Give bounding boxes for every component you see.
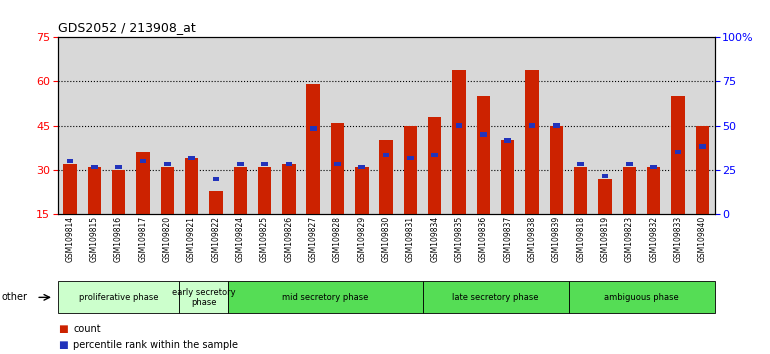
Bar	[188, 156, 195, 160]
Bar	[647, 167, 661, 214]
Bar	[529, 124, 535, 128]
Bar	[601, 173, 608, 178]
Bar	[383, 153, 390, 158]
Bar	[359, 165, 365, 169]
Bar	[88, 167, 101, 214]
Bar	[286, 162, 292, 166]
Bar	[403, 126, 417, 214]
Bar	[213, 177, 219, 181]
Bar	[261, 162, 268, 166]
Text: ■: ■	[58, 340, 68, 350]
Text: percentile rank within the sample: percentile rank within the sample	[73, 340, 238, 350]
Bar	[407, 156, 413, 160]
Bar	[112, 170, 126, 214]
Bar	[209, 190, 223, 214]
Bar	[310, 126, 316, 131]
Text: mid secretory phase: mid secretory phase	[282, 293, 369, 302]
Bar	[306, 84, 320, 214]
Bar	[550, 126, 563, 214]
Bar	[63, 164, 76, 214]
Bar	[355, 167, 369, 214]
Bar	[164, 162, 171, 166]
Bar	[431, 153, 438, 158]
Bar	[553, 124, 560, 128]
Bar	[66, 159, 73, 163]
Bar	[185, 158, 198, 214]
Bar	[574, 167, 588, 214]
Bar	[504, 138, 511, 143]
Bar	[233, 167, 247, 214]
Bar	[623, 167, 636, 214]
Bar	[160, 167, 174, 214]
Bar	[456, 124, 463, 128]
Bar	[331, 123, 344, 214]
Bar	[334, 162, 341, 166]
Bar	[116, 165, 122, 169]
Bar	[91, 165, 98, 169]
Bar	[699, 144, 706, 149]
Bar	[578, 162, 584, 166]
Text: GDS2052 / 213908_at: GDS2052 / 213908_at	[58, 21, 196, 34]
Bar	[525, 70, 539, 214]
Bar	[480, 132, 487, 137]
Text: ■: ■	[58, 324, 68, 334]
Bar	[671, 96, 685, 214]
Bar	[651, 165, 657, 169]
Text: early secretory
phase: early secretory phase	[172, 288, 236, 307]
Bar	[675, 150, 681, 154]
Text: ambiguous phase: ambiguous phase	[604, 293, 679, 302]
Bar	[598, 179, 612, 214]
Bar	[282, 164, 296, 214]
Text: late secretory phase: late secretory phase	[452, 293, 539, 302]
Bar	[258, 167, 271, 214]
Bar	[237, 162, 243, 166]
Bar	[626, 162, 633, 166]
Bar	[380, 141, 393, 214]
Text: proliferative phase: proliferative phase	[79, 293, 159, 302]
Bar	[501, 141, 514, 214]
Bar	[477, 96, 490, 214]
Bar	[428, 117, 441, 214]
Bar	[139, 159, 146, 163]
Text: count: count	[73, 324, 101, 334]
Bar	[136, 152, 149, 214]
Text: other: other	[2, 292, 28, 302]
Bar	[696, 126, 709, 214]
Bar	[453, 70, 466, 214]
